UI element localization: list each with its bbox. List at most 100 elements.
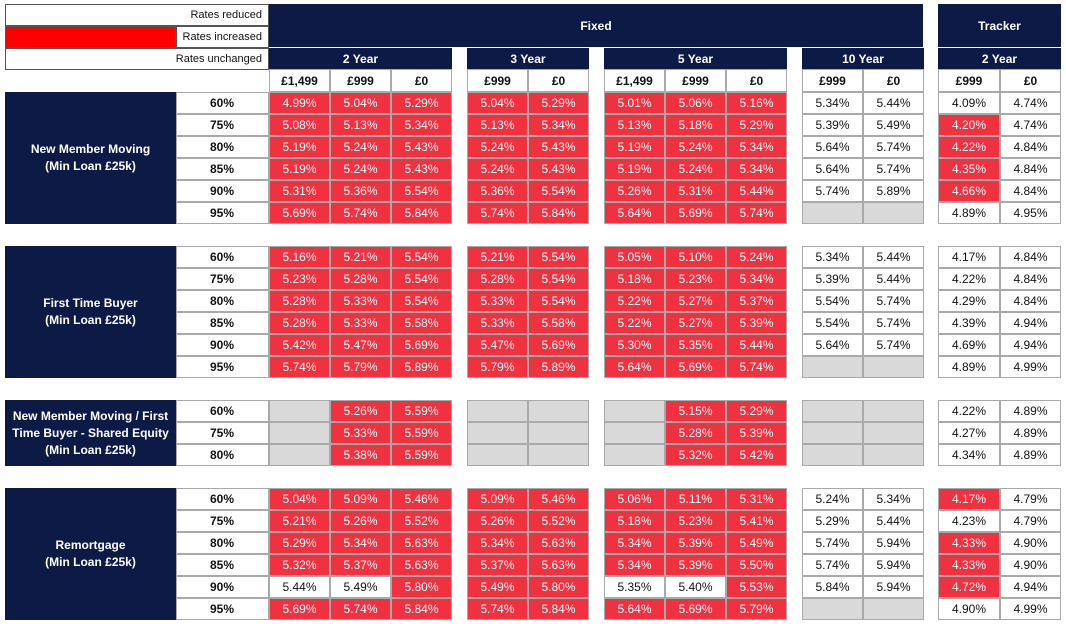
rate-cell: 4.79% (1000, 510, 1061, 532)
fee-header: £1,499 (269, 69, 330, 92)
section-label-line: New Member Moving (30, 142, 151, 156)
rate-cell: 5.19% (604, 136, 665, 158)
rate-cell: 5.44% (726, 334, 787, 356)
section-label-line: (Min Loan £25k) (45, 159, 136, 173)
section-label-line: (Min Loan £25k) (45, 313, 136, 327)
rate-cell: 5.69% (269, 202, 330, 224)
tracker-header: Tracker (938, 4, 1061, 47)
rate-cell: 5.46% (528, 488, 589, 510)
rate-cell (467, 444, 528, 466)
rate-cell: 5.44% (863, 510, 924, 532)
rate-cell: 5.05% (604, 246, 665, 268)
section-label-line: (Min Loan £25k) (45, 442, 136, 457)
rate-cell: 4.90% (1000, 532, 1061, 554)
term-header: 10 Year (802, 48, 924, 69)
section-label-line: Remortgage (55, 538, 126, 552)
rate-cell: 5.23% (269, 268, 330, 290)
rate-cell (863, 444, 924, 466)
rate-cell: 5.84% (528, 598, 589, 620)
rate-cell: 5.34% (863, 488, 924, 510)
rate-cell: 5.18% (604, 510, 665, 532)
rate-cell: 5.74% (467, 598, 528, 620)
rate-cell: 5.44% (863, 268, 924, 290)
rate-cell: 4.89% (1000, 444, 1061, 466)
term-header: 2 Year (269, 48, 452, 69)
rate-cell: 5.15% (665, 400, 726, 422)
rate-cell: 5.34% (726, 158, 787, 180)
rate-cell: 4.84% (1000, 246, 1061, 268)
rate-cell: 4.17% (938, 246, 1000, 268)
rate-cell: 5.08% (269, 114, 330, 136)
rate-cell (528, 444, 589, 466)
rate-cell: 4.74% (1000, 114, 1061, 136)
rate-cell: 5.31% (269, 180, 330, 202)
rate-cell: 4.17% (938, 488, 1000, 510)
rate-cell: 5.33% (330, 312, 391, 334)
rate-cell: 5.69% (391, 334, 452, 356)
rate-cell: 4.74% (1000, 92, 1061, 114)
ltv-label: 95% (176, 356, 269, 378)
legend-rates-increased: Rates increased (176, 26, 269, 48)
rate-cell: 5.29% (528, 92, 589, 114)
rate-cell: 5.37% (726, 290, 787, 312)
rate-cell: 5.10% (665, 246, 726, 268)
rate-cell: 5.37% (467, 554, 528, 576)
rate-cell: 5.29% (802, 510, 863, 532)
rate-cell: 4.94% (1000, 334, 1061, 356)
rate-cell: 5.54% (802, 290, 863, 312)
rate-cell: 5.29% (726, 400, 787, 422)
legend-rates-increased-label: Rates increased (182, 31, 263, 43)
rate-cell: 5.24% (467, 158, 528, 180)
rate-cell: 5.36% (330, 180, 391, 202)
rate-cell: 4.29% (938, 290, 1000, 312)
rate-cell: 5.26% (330, 510, 391, 532)
rate-cell: 5.22% (604, 290, 665, 312)
rate-cell (802, 356, 863, 378)
rate-cell: 5.39% (802, 114, 863, 136)
rate-cell: 4.66% (938, 180, 1000, 202)
rate-cell: 5.41% (726, 510, 787, 532)
section-label: New Member Moving / First Time Buyer - Sh… (5, 400, 176, 466)
rate-cell: 5.33% (467, 290, 528, 312)
rate-cell: 5.69% (665, 598, 726, 620)
rate-cell: 5.49% (726, 532, 787, 554)
rate-cell: 5.74% (726, 202, 787, 224)
rate-cell (269, 400, 330, 422)
section-label-line: (Min Loan £25k) (45, 555, 136, 569)
rate-cell: 4.72% (938, 576, 1000, 598)
rate-cell: 5.54% (528, 246, 589, 268)
ltv-label: 85% (176, 158, 269, 180)
rate-cell: 5.94% (863, 576, 924, 598)
rate-cell: 5.49% (330, 576, 391, 598)
rate-cell: 5.34% (726, 268, 787, 290)
rate-cell: 5.54% (528, 180, 589, 202)
rate-cell: 5.84% (391, 202, 452, 224)
fee-header: £0 (863, 69, 924, 92)
rate-cell: 5.53% (726, 576, 787, 598)
rate-cell: 5.64% (802, 136, 863, 158)
rate-cell: 5.34% (391, 114, 452, 136)
rate-cell: 5.59% (391, 400, 452, 422)
rate-cell: 5.16% (269, 246, 330, 268)
rate-cell: 4.84% (1000, 180, 1061, 202)
rate-cell: 4.84% (1000, 290, 1061, 312)
rate-cell: 5.64% (604, 356, 665, 378)
rate-cell: 5.21% (330, 246, 391, 268)
fee-header: £999 (802, 69, 863, 92)
rate-cell: 5.23% (665, 268, 726, 290)
rate-cell (528, 400, 589, 422)
rate-cell: 5.79% (467, 356, 528, 378)
rate-cell: 5.74% (330, 598, 391, 620)
rate-cell: 5.34% (604, 532, 665, 554)
legend-rates-reduced-label: Rates reduced (190, 9, 262, 21)
rate-cell: 5.80% (391, 576, 452, 598)
rate-cell: 4.84% (1000, 268, 1061, 290)
rate-cell: 5.31% (665, 180, 726, 202)
ltv-label: 60% (176, 246, 269, 268)
rate-cell: 5.13% (330, 114, 391, 136)
rate-cell: 5.19% (269, 158, 330, 180)
rate-cell: 4.99% (269, 92, 330, 114)
rate-cell: 4.89% (1000, 422, 1061, 444)
rate-cell: 5.18% (604, 268, 665, 290)
rate-cell: 5.26% (467, 510, 528, 532)
